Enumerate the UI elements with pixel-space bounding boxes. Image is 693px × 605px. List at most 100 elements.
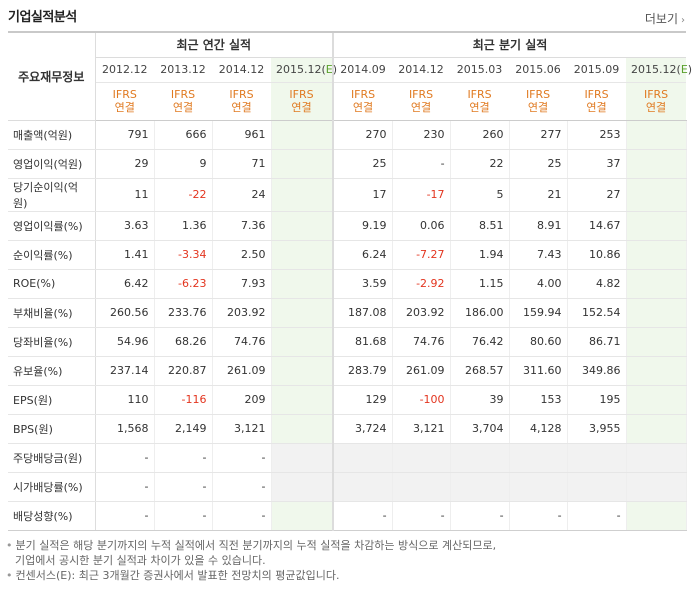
- value-cell: -116: [154, 385, 213, 415]
- period-header: 2012.12: [95, 57, 154, 83]
- value-cell: [626, 149, 687, 179]
- value-cell: 237.14: [95, 356, 155, 386]
- value-cell: 29: [95, 149, 155, 179]
- value-cell: 21: [509, 178, 568, 212]
- value-cell: [271, 178, 334, 212]
- value-cell: 270: [332, 120, 393, 150]
- period-header: 2014.12: [392, 57, 451, 83]
- table-row: 매출액(억원) 791 666 961 270 230 260 277 253: [8, 120, 687, 150]
- row-label: BPS(원): [8, 414, 96, 444]
- value-cell: 253: [567, 120, 627, 150]
- value-cell: 2,149: [154, 414, 213, 444]
- value-cell: 37: [567, 149, 627, 179]
- value-cell: 8.91: [509, 211, 568, 241]
- row-label: 순이익률(%): [8, 240, 96, 270]
- value-cell: [271, 501, 334, 531]
- value-cell: 311.60: [509, 356, 568, 386]
- value-cell: 27: [567, 178, 627, 212]
- table-row: 영업이익(억원) 29 9 71 25-22 25 37: [8, 149, 687, 179]
- value-cell: 86.71: [567, 327, 627, 357]
- value-cell: 261.09: [212, 356, 272, 386]
- value-cell: [509, 443, 568, 473]
- value-cell: 10.86: [567, 240, 627, 270]
- value-cell: -: [392, 149, 451, 179]
- value-cell: 220.87: [154, 356, 213, 386]
- value-cell: -: [392, 501, 451, 531]
- value-cell: 3,121: [212, 414, 272, 444]
- value-cell: 209: [212, 385, 272, 415]
- value-cell: -: [154, 501, 213, 531]
- value-cell: [271, 298, 334, 328]
- value-cell: 7.93: [212, 269, 272, 299]
- table-row: EPS(원) 110 -116 209 129 -100 39 153 195: [8, 385, 687, 415]
- period-header: 2015.12(E): [271, 57, 337, 83]
- value-cell: [271, 327, 334, 357]
- value-cell: 260.56: [95, 298, 155, 328]
- value-cell: 8.51: [450, 211, 510, 241]
- accounting-standard: IFRS 연결: [95, 82, 154, 121]
- value-cell: 24: [212, 178, 272, 212]
- row-label: 당좌비율(%): [8, 327, 96, 357]
- value-cell: 110: [95, 385, 155, 415]
- value-cell: -: [212, 443, 272, 473]
- accounting-standard: IFRS 연결: [392, 82, 451, 121]
- value-cell: 14.67: [567, 211, 627, 241]
- value-cell: 74.76: [212, 327, 272, 357]
- value-cell: 22: [450, 149, 510, 179]
- value-cell: -: [332, 501, 393, 531]
- value-cell: 152.54: [567, 298, 627, 328]
- more-link[interactable]: 더보기 ›: [645, 10, 685, 27]
- bullet-icon: •: [6, 569, 13, 582]
- value-cell: 9.19: [332, 211, 393, 241]
- period-header: 2015.03: [450, 57, 510, 83]
- value-cell: 25: [332, 149, 393, 179]
- value-cell: 666: [154, 120, 213, 150]
- value-cell: 1.36: [154, 211, 213, 241]
- value-cell: [626, 120, 687, 150]
- more-label: 더보기: [644, 12, 678, 26]
- row-label: 당기순이익(억원): [8, 178, 96, 212]
- value-cell: 2.50: [212, 240, 272, 270]
- table-row: 순이익률(%) 1.41 -3.34 2.50 6.24 -7.27 1.94 7.43 10.…: [8, 240, 687, 270]
- value-cell: 71: [212, 149, 272, 179]
- value-cell: -: [95, 472, 155, 502]
- value-cell: [626, 501, 687, 531]
- quarterly-group-header: 최근 분기 실적: [332, 31, 687, 58]
- value-cell: [626, 298, 687, 328]
- value-cell: -: [212, 501, 272, 531]
- row-label: 배당성향(%): [8, 501, 96, 531]
- value-cell: 961: [212, 120, 272, 150]
- period-header: 2014.09: [332, 57, 393, 83]
- value-cell: [271, 356, 334, 386]
- value-cell: [271, 385, 334, 415]
- value-cell: [450, 472, 510, 502]
- value-cell: 187.08: [332, 298, 393, 328]
- value-cell: [626, 414, 687, 444]
- value-cell: -2.92: [392, 269, 451, 299]
- chevron-right-icon: ›: [681, 15, 685, 26]
- accounting-standard: IFRS 연결: [154, 82, 212, 121]
- value-cell: 3,704: [450, 414, 510, 444]
- value-cell: 11: [95, 178, 155, 212]
- value-cell: 7.36: [212, 211, 272, 241]
- value-cell: 4.82: [567, 269, 627, 299]
- table-row: 당기순이익(억원) 11 -22 24 17 -17 5 21 27: [8, 178, 687, 212]
- value-cell: 1.15: [450, 269, 510, 299]
- accounting-standard: IFRS 연결: [450, 82, 510, 121]
- footnote-2: • 컨센서스(E): 최근 3개월간 증권사에서 발표한 전망치의 평균값입니다.: [6, 569, 340, 582]
- value-cell: [271, 149, 334, 179]
- accounting-standard: IFRS 연결: [509, 82, 568, 121]
- value-cell: [626, 211, 687, 241]
- value-cell: 4.00: [509, 269, 568, 299]
- table-row: 주당배당금(원) - - -: [8, 443, 687, 473]
- period-header: 2015.12(E): [626, 57, 692, 83]
- value-cell: [271, 240, 334, 270]
- value-cell: 349.86: [567, 356, 627, 386]
- row-header: 주요재무정보: [8, 31, 96, 121]
- value-cell: 261.09: [392, 356, 451, 386]
- accounting-standard: IFRS 연결: [626, 82, 687, 121]
- value-cell: [392, 472, 451, 502]
- value-cell: 277: [509, 120, 568, 150]
- value-cell: 159.94: [509, 298, 568, 328]
- value-cell: 39: [450, 385, 510, 415]
